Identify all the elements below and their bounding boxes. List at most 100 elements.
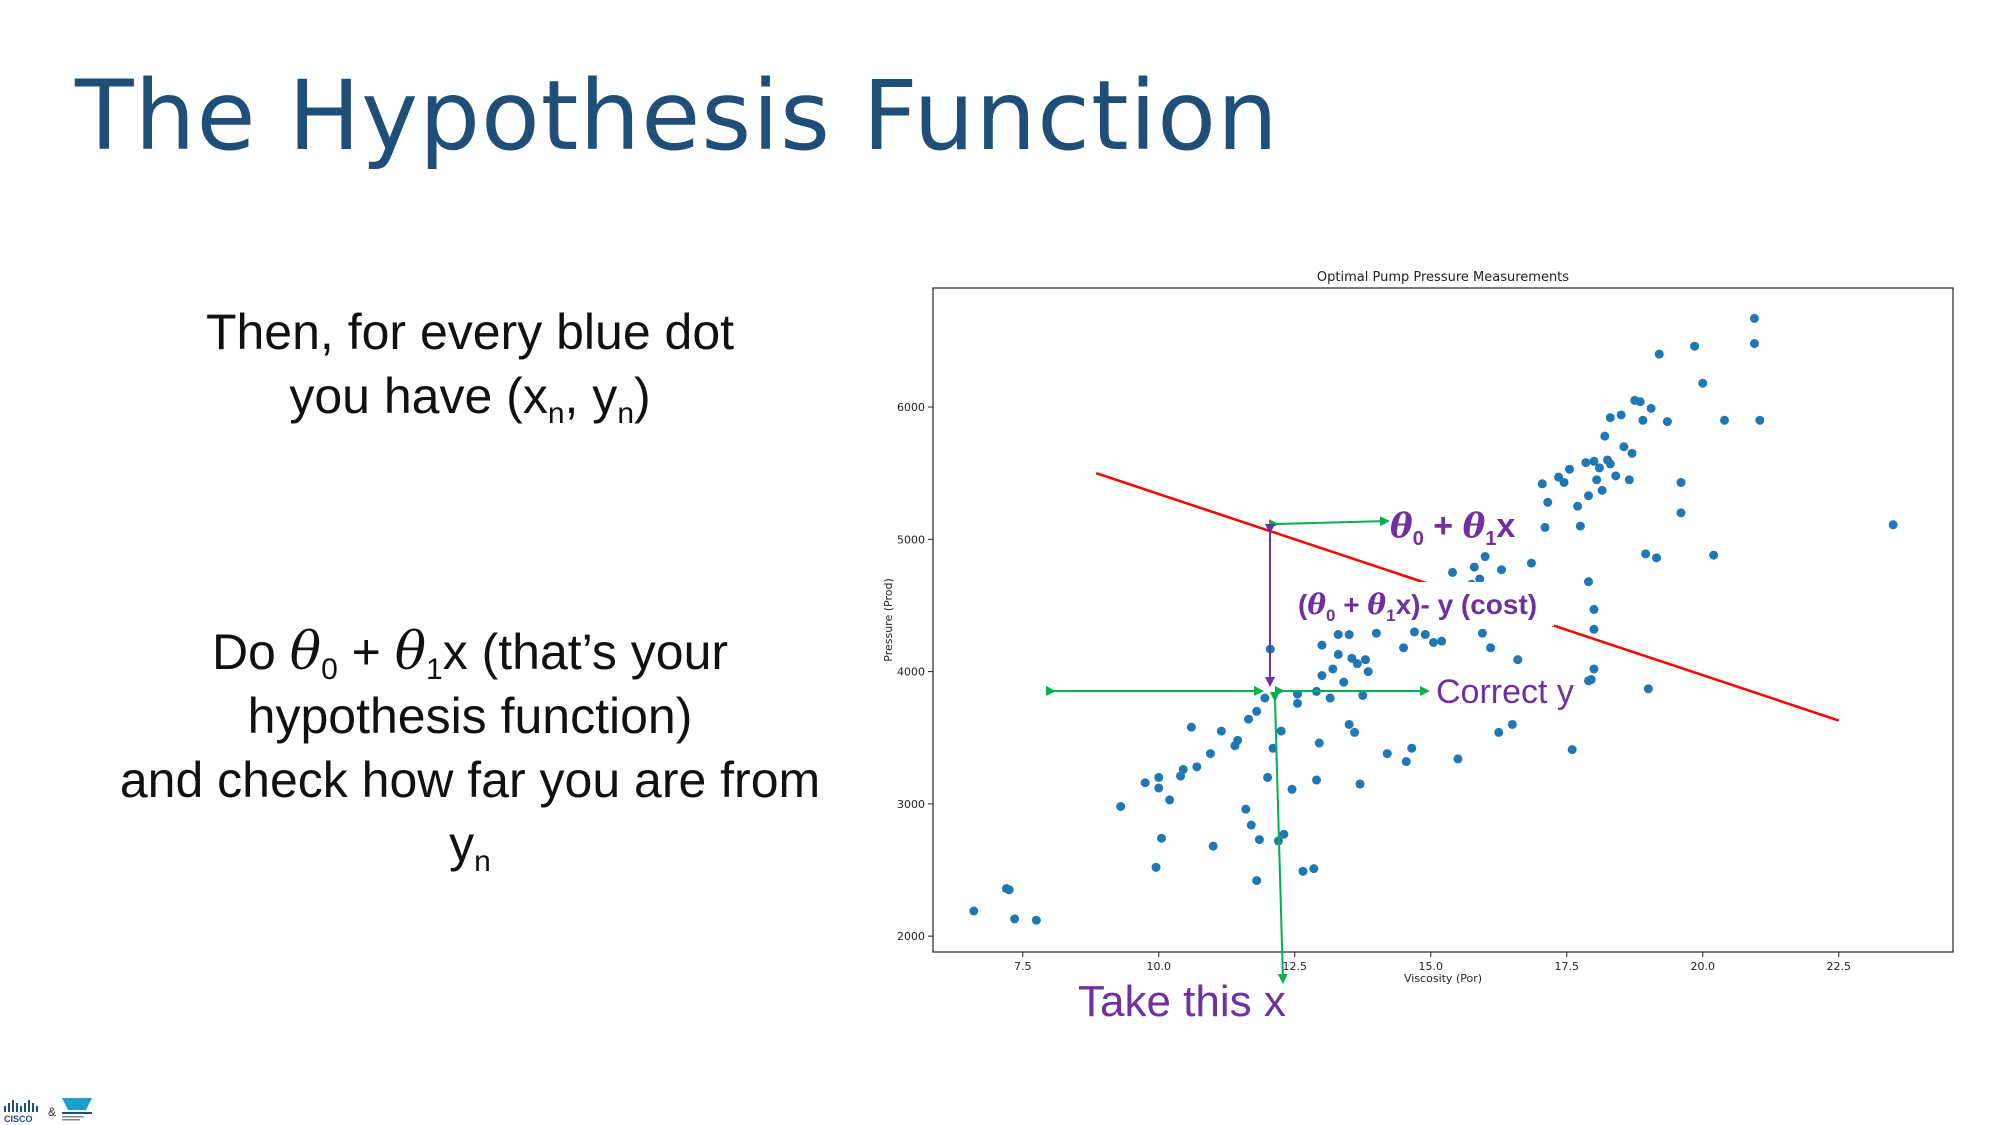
data-point bbox=[1619, 442, 1629, 452]
data-point bbox=[1254, 835, 1264, 845]
data-point bbox=[1646, 403, 1656, 413]
data-point bbox=[1151, 862, 1161, 872]
data-point bbox=[1676, 477, 1686, 487]
data-point bbox=[1575, 521, 1585, 531]
data-point bbox=[1246, 820, 1256, 830]
data-point bbox=[1363, 667, 1373, 677]
data-point bbox=[1611, 471, 1621, 481]
data-point bbox=[1298, 866, 1308, 876]
svg-text:&: & bbox=[48, 1105, 56, 1119]
data-point bbox=[1314, 738, 1324, 748]
x-tick-label: 12.5 bbox=[1283, 960, 1308, 973]
data-point bbox=[1010, 914, 1020, 924]
para1-text-a: you have (x bbox=[289, 368, 548, 424]
data-point bbox=[1543, 497, 1553, 507]
y-tick-label: 6000 bbox=[897, 401, 925, 414]
data-point bbox=[1328, 664, 1338, 674]
data-point bbox=[1453, 754, 1463, 764]
plot-frame bbox=[932, 287, 1954, 953]
x-tick-label: 15.0 bbox=[1419, 960, 1444, 973]
data-point bbox=[1360, 655, 1370, 665]
data-point bbox=[1208, 841, 1218, 851]
slide-title: The Hypothesis Function bbox=[75, 60, 1279, 172]
data-point bbox=[969, 906, 979, 916]
data-point bbox=[1690, 341, 1700, 351]
data-point bbox=[1564, 464, 1574, 474]
x-tick-label: 17.5 bbox=[1555, 960, 1580, 973]
data-point bbox=[1252, 706, 1262, 716]
data-point bbox=[1344, 719, 1354, 729]
y-tick-label: 4000 bbox=[897, 666, 925, 679]
data-point bbox=[1698, 378, 1708, 388]
data-point bbox=[1627, 448, 1637, 458]
data-point bbox=[1312, 775, 1322, 785]
x-tick-label: 22.5 bbox=[1827, 960, 1852, 973]
svg-text:CISCO: CISCO bbox=[4, 1114, 33, 1124]
data-point bbox=[1676, 508, 1686, 518]
hypothesis-value-arrow bbox=[1268, 516, 1390, 530]
data-point bbox=[1584, 577, 1594, 587]
data-point bbox=[1507, 719, 1517, 729]
data-point bbox=[1186, 722, 1196, 732]
data-point bbox=[1749, 313, 1759, 323]
plus-sign: + bbox=[337, 624, 395, 680]
subscript-1: 1 bbox=[426, 653, 443, 686]
data-point bbox=[1755, 415, 1765, 425]
data-point bbox=[1317, 671, 1327, 681]
data-point bbox=[1616, 410, 1626, 420]
data-point bbox=[1399, 643, 1409, 653]
data-point bbox=[1720, 415, 1730, 425]
correct-y-label: Correct y bbox=[1436, 673, 1574, 711]
data-point bbox=[1260, 693, 1270, 703]
data-point bbox=[1448, 567, 1458, 577]
data-point bbox=[1420, 630, 1430, 640]
data-point bbox=[1494, 727, 1504, 737]
data-point bbox=[1317, 640, 1327, 650]
data-point bbox=[1031, 915, 1041, 925]
para2-rest: x (that’s your bbox=[442, 624, 729, 680]
para2-line3: and check how far you are from bbox=[119, 752, 821, 808]
data-point bbox=[1540, 522, 1550, 532]
y-tick-label: 2000 bbox=[897, 930, 925, 943]
cisco-logo-icon: CISCO & bbox=[4, 1098, 92, 1124]
data-point bbox=[1592, 475, 1602, 485]
data-point bbox=[1352, 659, 1362, 669]
data-point bbox=[1287, 784, 1297, 794]
data-point bbox=[1241, 804, 1251, 814]
data-point bbox=[1309, 864, 1319, 874]
data-point bbox=[1486, 643, 1496, 653]
theta-symbol: θ bbox=[394, 622, 427, 682]
data-point bbox=[1638, 415, 1648, 425]
data-point bbox=[1567, 745, 1577, 755]
data-point bbox=[1325, 693, 1335, 703]
subscript-n: n bbox=[617, 397, 634, 430]
y-tick-label: 3000 bbox=[897, 798, 925, 811]
para2-do: Do bbox=[211, 624, 290, 680]
data-point bbox=[1635, 397, 1645, 407]
instruction-paragraph-2: Do θ0 + θ1x (that’s your hypothesis func… bbox=[80, 620, 860, 877]
para1-line1: Then, for every blue dot bbox=[205, 304, 735, 360]
data-point bbox=[1475, 574, 1485, 584]
para1-text-c: ) bbox=[634, 368, 651, 424]
data-point bbox=[1263, 772, 1273, 782]
data-point bbox=[1407, 743, 1417, 753]
data-point bbox=[1480, 552, 1490, 562]
take-x-label: Take this x bbox=[1078, 977, 1286, 1026]
cost-label-bg bbox=[1294, 582, 1554, 626]
data-point bbox=[1559, 477, 1569, 487]
data-point bbox=[1537, 479, 1547, 489]
data-point bbox=[1154, 783, 1164, 793]
data-point bbox=[1605, 413, 1615, 423]
data-point bbox=[1276, 726, 1286, 736]
x-axis-label: Viscosity (Por) bbox=[1404, 972, 1482, 985]
para2-y: y bbox=[449, 816, 475, 872]
y-tick-label: 5000 bbox=[897, 533, 925, 546]
data-point bbox=[1333, 649, 1343, 659]
instruction-paragraph-1: Then, for every blue dot you have (xn, y… bbox=[100, 300, 840, 430]
data-point bbox=[1437, 636, 1447, 646]
data-point bbox=[1594, 463, 1604, 473]
data-point bbox=[1597, 485, 1607, 495]
data-point bbox=[1192, 762, 1202, 772]
data-point bbox=[1643, 684, 1653, 694]
